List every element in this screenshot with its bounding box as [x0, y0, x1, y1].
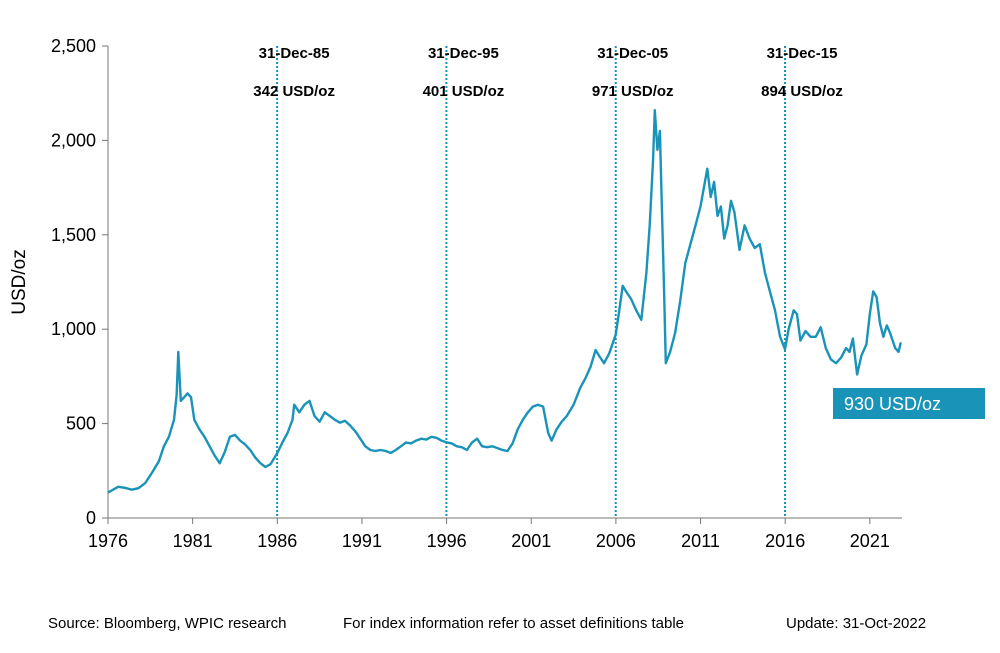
y-tick-label: 2,000	[51, 130, 96, 150]
y-tick-label: 2,500	[51, 36, 96, 56]
y-tick-label: 1,000	[51, 319, 96, 339]
annotation-date: 31-Dec-95	[428, 45, 499, 62]
annotation-date: 31-Dec-05	[597, 45, 668, 62]
annotation-labels: 31-Dec-85 342 USD/oz 31-Dec-95 401 USD/oz 31…	[253, 45, 843, 100]
annotation-value: 894 USD/oz	[761, 83, 843, 100]
y-axis-label: USD/oz	[9, 249, 30, 314]
x-tick-label: 1981	[173, 531, 213, 551]
x-tick-label: 1986	[257, 531, 297, 551]
annotation-date: 31-Dec-15	[767, 45, 838, 62]
update-date: Update: 31-Oct-2022	[786, 615, 927, 632]
x-tick-label: 1991	[342, 531, 382, 551]
y-tick-label: 500	[66, 414, 96, 434]
annotation-value: 342 USD/oz	[253, 83, 335, 100]
x-tick-label: 2021	[850, 531, 890, 551]
y-tick-label: 1,500	[51, 225, 96, 245]
x-tick-label: 1996	[427, 531, 467, 551]
y-tick-label: 0	[86, 508, 96, 528]
current-value-box	[833, 388, 985, 419]
price-line	[107, 109, 902, 494]
x-tick-label: 2011	[681, 531, 720, 551]
annotation-value: 971 USD/oz	[592, 83, 674, 100]
axes: 0 500 1,000 1,500 2,000 2,500 1976 1981 1986 1991…	[51, 36, 902, 551]
x-tick-label: 1976	[88, 531, 128, 551]
annotation-lines	[276, 46, 787, 518]
index-note: For index information refer to asset def…	[343, 615, 685, 632]
annotation-date: 31-Dec-85	[259, 45, 330, 62]
x-tick-label: 2006	[596, 531, 636, 551]
current-value-label: 930 USD/oz	[844, 394, 941, 414]
annotation-value: 401 USD/oz	[423, 83, 505, 100]
x-tick-label: 2016	[765, 531, 805, 551]
x-tick-label: 2001	[511, 531, 551, 551]
source-note: Source: Bloomberg, WPIC research	[48, 615, 287, 632]
